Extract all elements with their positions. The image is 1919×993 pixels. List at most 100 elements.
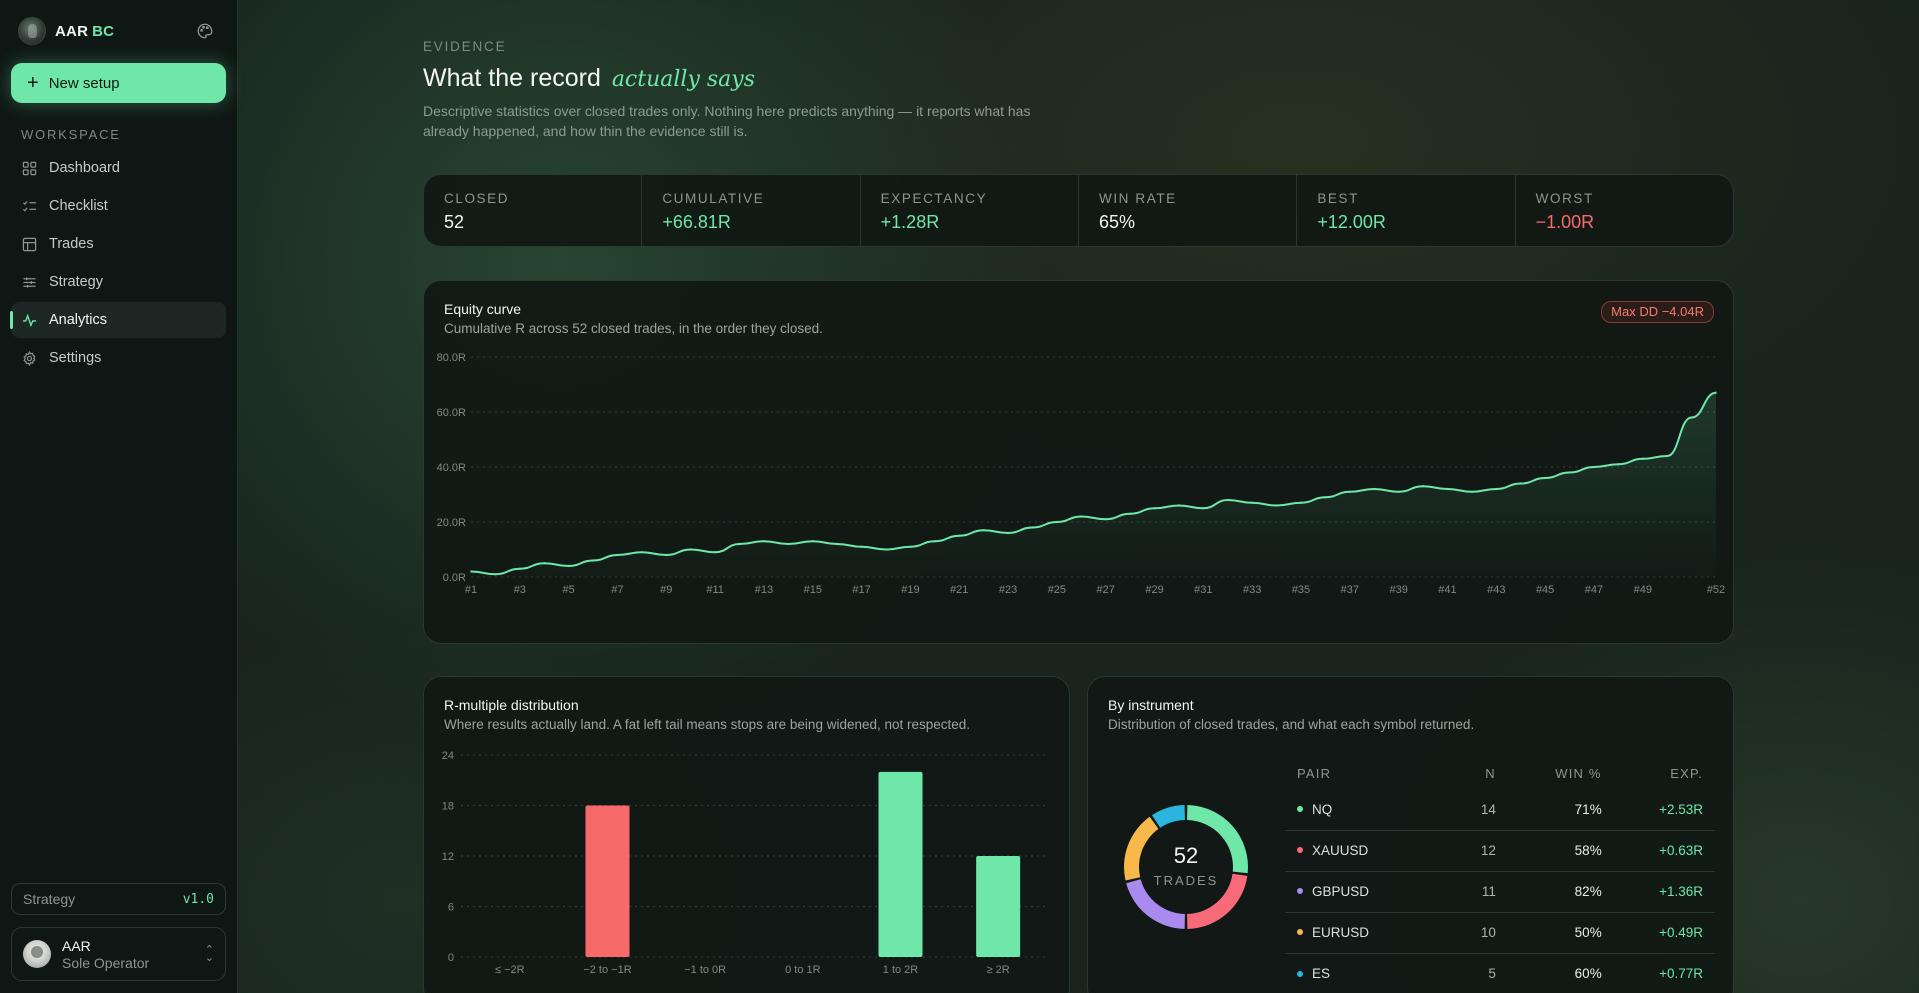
x-tick-label: #3	[514, 584, 526, 596]
table-row[interactable]: XAUUSD 12 58% +0.63R	[1285, 830, 1715, 872]
equity-point	[1177, 504, 1181, 507]
stat-value: +1.28R	[880, 212, 940, 232]
equity-curve-chart: 0.0R 20.0R 40.0R 60.0R 80.0R #1 #3 #5 #7 #9 #11 #13…	[437, 352, 1726, 596]
bar	[976, 856, 1021, 957]
equity-point	[543, 562, 546, 565]
palette-icon[interactable]	[196, 22, 214, 40]
by-instrument-card: By instrument Distribution of closed tra…	[1087, 676, 1734, 993]
bar	[585, 805, 630, 957]
win-cell: 71%	[1507, 789, 1614, 831]
sidebar-item-label: Checklist	[49, 198, 108, 214]
x-tick-label: #33	[1243, 584, 1261, 596]
y-tick-label: 60.0R	[437, 407, 466, 419]
column-header-win[interactable]: WIN %	[1555, 765, 1602, 781]
stat-win-rate: WIN RATE 65%	[1079, 175, 1298, 246]
y-tick-label: 20.0R	[437, 517, 466, 529]
brand-logo	[18, 17, 46, 45]
instrument-table: PAIR N WIN % EXP. NQ 14 71% +2.53R XAUUS…	[1285, 757, 1715, 993]
equity-point	[665, 553, 668, 557]
y-tick-label: 40.0R	[437, 462, 466, 474]
pair-dot-icon	[1297, 929, 1303, 936]
equity-point	[518, 567, 522, 570]
equity-point	[1397, 490, 1400, 493]
y-tick-label: 12	[442, 851, 454, 863]
sidebar-item-analytics[interactable]: Analytics	[10, 302, 226, 338]
equity-point	[1128, 512, 1132, 515]
brand[interactable]: AAR BC	[18, 16, 114, 46]
x-tick-label: ≤ −2R	[495, 964, 525, 976]
strategy-label: Strategy	[23, 891, 76, 907]
x-tick-label: #45	[1536, 584, 1554, 596]
equity-point	[1470, 490, 1474, 493]
strategy-version-selector[interactable]: Strategy v1.0	[11, 883, 226, 915]
equity-point	[1055, 520, 1059, 524]
equity-point	[762, 540, 766, 543]
sidebar-item-trades[interactable]: Trades	[11, 226, 226, 262]
stat-label: EXPECTANCY	[880, 191, 988, 206]
x-tick-label: #41	[1438, 584, 1456, 596]
new-setup-button[interactable]: + New setup	[11, 63, 226, 103]
table-row[interactable]: NQ 14 71% +2.53R	[1285, 789, 1715, 831]
stat-label: CLOSED	[444, 191, 510, 206]
avatar	[23, 940, 51, 968]
table-row[interactable]: ES 5 60% +0.77R	[1285, 953, 1715, 993]
workspace-label: WORKSPACE	[21, 127, 121, 142]
equity-point	[567, 564, 570, 568]
card-title: Equity curve	[444, 301, 522, 317]
equity-point	[1543, 476, 1547, 480]
equity-line	[470, 391, 1717, 576]
equity-point	[1592, 465, 1596, 469]
sidebar-item-label: Analytics	[49, 312, 108, 328]
x-tick-label: 0 to 1R	[785, 964, 821, 976]
equity-point	[958, 534, 961, 537]
brand-name-text: AAR	[55, 22, 89, 40]
y-tick-label: 0	[448, 952, 454, 964]
x-tick-label: #9	[660, 584, 672, 596]
x-tick-label: −1 to 0R	[684, 964, 726, 976]
table-row[interactable]: GBPUSD 11 82% +1.36R	[1285, 871, 1715, 913]
pair-name: XAUUSD	[1312, 843, 1369, 858]
stat-value: −1.00R	[1535, 212, 1595, 232]
x-tick-label: #35	[1292, 584, 1310, 596]
equity-point	[1153, 507, 1156, 510]
win-cell: 82%	[1507, 871, 1614, 913]
stat-value: +66.81R	[662, 212, 731, 232]
equity-point	[1421, 485, 1425, 488]
sidebar-item-checklist[interactable]: Checklist	[11, 188, 226, 224]
equity-area	[471, 392, 1716, 577]
stat-label: WIN RATE	[1098, 191, 1177, 206]
sidebar-nav: Dashboard Checklist Trades Strategy Anal…	[10, 150, 226, 378]
x-tick-label: #7	[611, 584, 623, 596]
table-row[interactable]: EURUSD 10 50% +0.49R	[1285, 912, 1715, 954]
equity-point	[933, 540, 937, 543]
y-tick-label: 6	[448, 902, 454, 914]
donut-total: 52	[1173, 843, 1199, 868]
x-tick-label: #27	[1097, 584, 1115, 596]
equity-point	[1250, 501, 1254, 504]
user-menu[interactable]: AAR Sole Operator ⌃ ⌄	[11, 927, 226, 981]
card-subtitle: Where results actually land. A fat left …	[444, 717, 971, 732]
stat-label: CUMULATIVE	[662, 191, 765, 206]
equity-point	[1446, 487, 1449, 491]
section-eyebrow: EVIDENCE	[423, 39, 507, 54]
column-header-n[interactable]: N	[1485, 765, 1496, 781]
sidebar-item-dashboard[interactable]: Dashboard	[11, 150, 226, 186]
brand-name: AAR BC	[55, 23, 114, 40]
column-header-exp[interactable]: EXP.	[1670, 765, 1703, 781]
x-tick-label: #31	[1194, 584, 1212, 596]
equity-point	[982, 529, 985, 532]
y-tick-label: 18	[442, 801, 454, 813]
equity-point	[1324, 496, 1327, 499]
checklist-icon	[22, 200, 37, 212]
n-cell: 5	[1488, 966, 1496, 982]
x-tick-label: #39	[1389, 584, 1407, 596]
pair-name: GBPUSD	[1312, 884, 1370, 899]
sidebar-item-label: Trades	[49, 236, 94, 252]
column-header-pair[interactable]: PAIR	[1297, 765, 1332, 781]
sidebar-item-strategy[interactable]: Strategy	[11, 264, 226, 300]
equity-curve-card: Equity curve Cumulative R across 52 clos…	[423, 280, 1734, 644]
pair-cell: GBPUSD	[1285, 871, 1459, 913]
bar	[878, 771, 923, 957]
stat-label: WORST	[1535, 191, 1594, 206]
sidebar-item-settings[interactable]: Settings	[11, 340, 226, 376]
